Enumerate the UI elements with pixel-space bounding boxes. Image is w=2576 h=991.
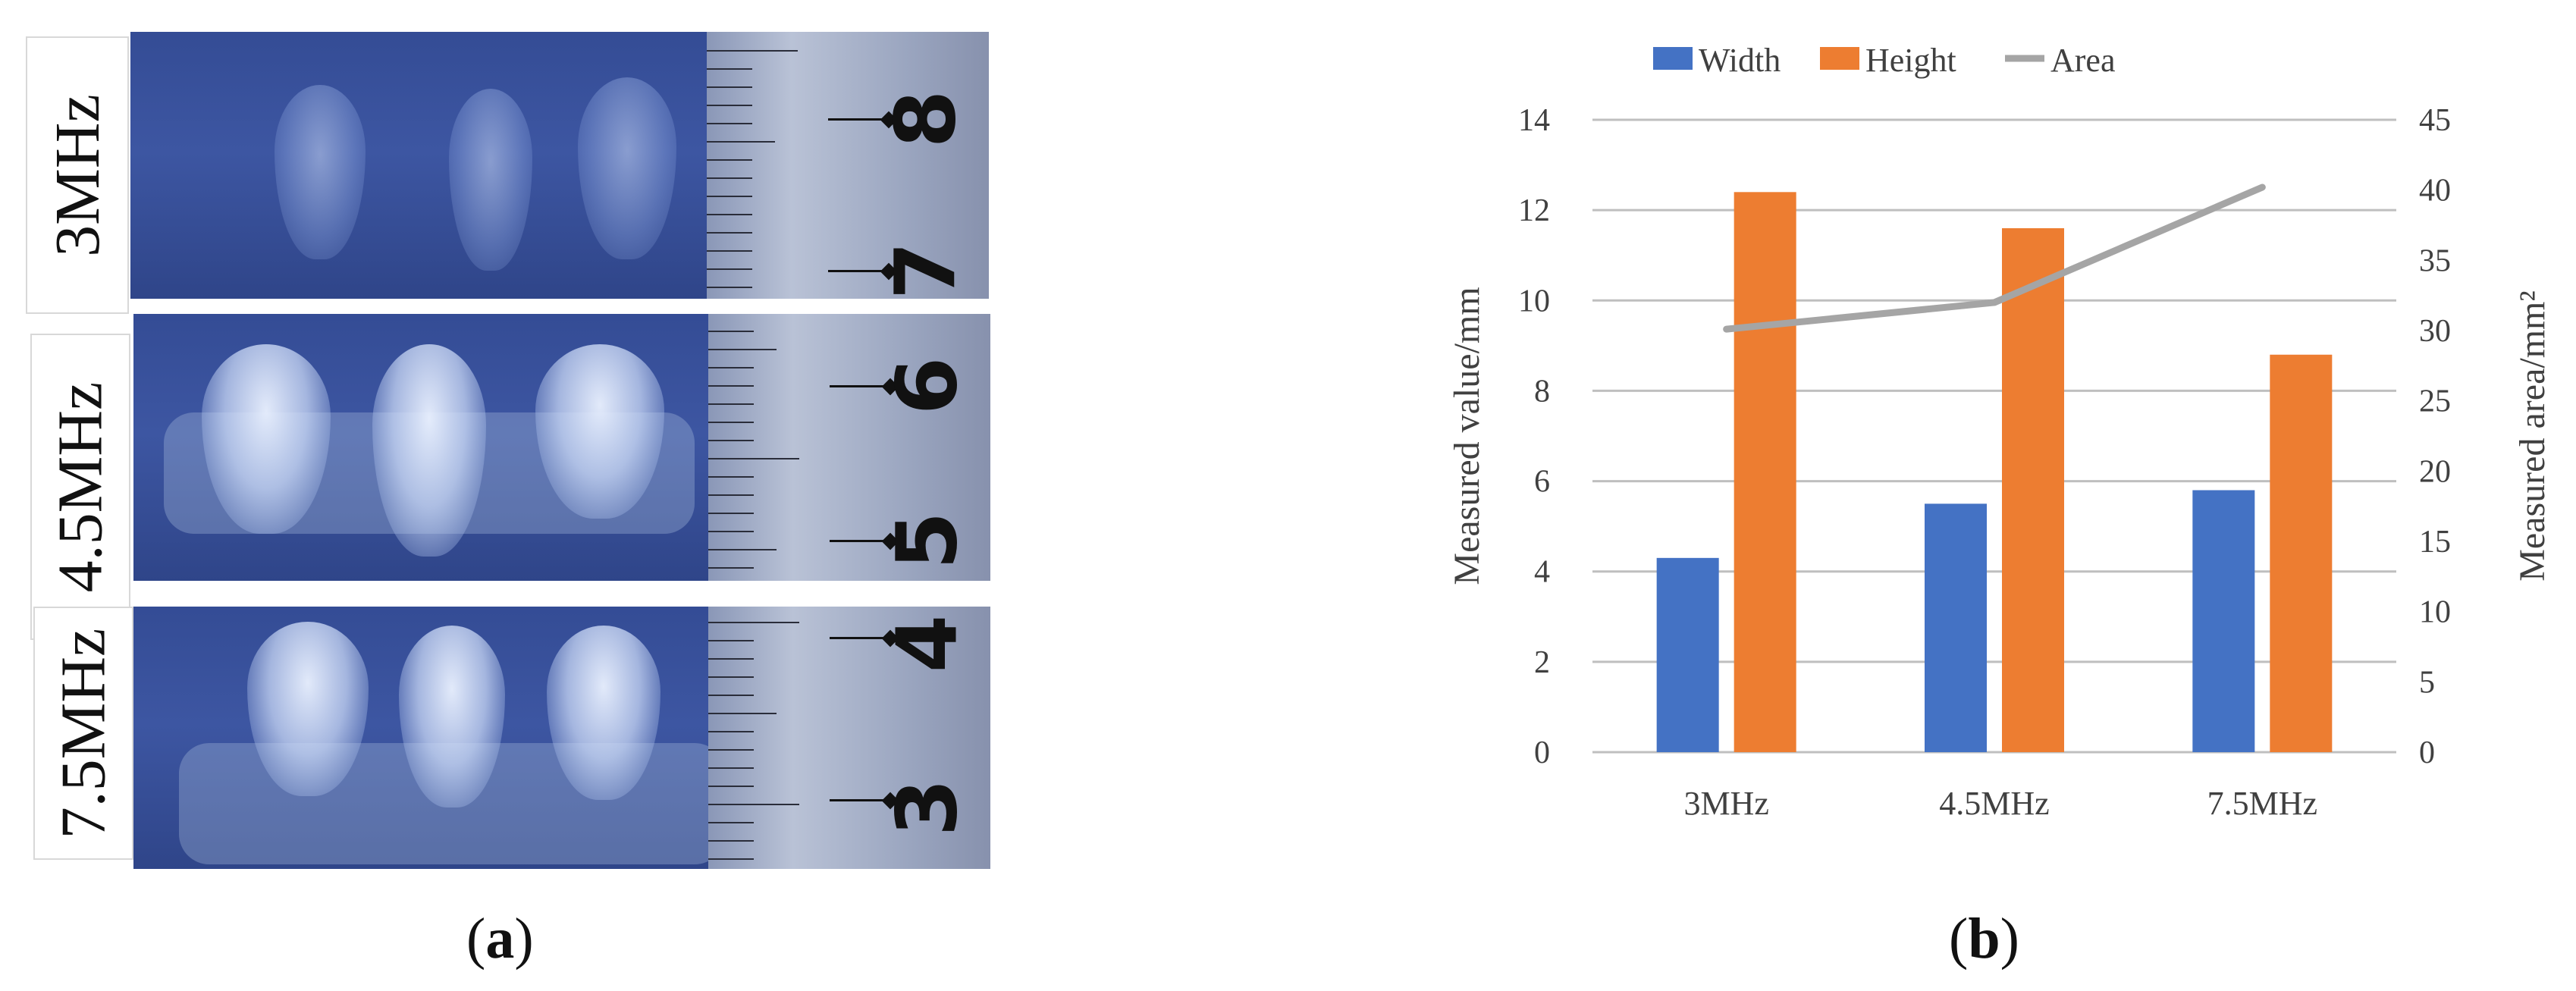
ruler-number: 3 xyxy=(878,778,976,837)
bar-height xyxy=(2002,227,2064,752)
ruler: 4 3 xyxy=(708,607,990,869)
panel-b-chart: 0 2 4 6 8 10 12 14 0 5 10 15 20 25 30 35 40 45 Measured va… xyxy=(1426,15,2576,880)
row-label-text: 3MHz xyxy=(42,93,113,257)
row-label-text: 7.5MHz xyxy=(48,628,119,839)
bar-height xyxy=(1734,192,1796,753)
subfigure-label-b: (b) xyxy=(1949,907,2019,971)
legend-label: Height xyxy=(1865,42,1956,79)
subfigure-letter: a xyxy=(485,907,515,971)
row-label-text: 4.5MHz xyxy=(45,381,116,592)
y2-tick-label: 20 xyxy=(2419,454,2451,489)
y2-tick-label: 25 xyxy=(2419,384,2451,419)
y2-tick-label: 30 xyxy=(2419,314,2451,349)
bar-width xyxy=(2192,490,2255,752)
row-label-7-5mhz: 7.5MHz xyxy=(33,607,133,860)
bar-width xyxy=(1925,503,1987,752)
y-tick-label: 2 xyxy=(1534,645,1550,680)
ruler-ticks xyxy=(708,314,799,581)
legend-label: Width xyxy=(1699,42,1781,79)
y-axis-title: Measured value/mm xyxy=(1447,287,1487,585)
gel-sample xyxy=(547,626,660,800)
gel-sample xyxy=(578,77,676,259)
bar-height xyxy=(2270,354,2333,752)
x-tick-label: 4.5MHz xyxy=(1939,785,2049,822)
gel-sample xyxy=(399,626,505,808)
gel-sample xyxy=(449,89,532,271)
gel-sample xyxy=(202,344,331,534)
y2-tick-label: 35 xyxy=(2419,243,2451,278)
photo-7-5mhz: 4 3 xyxy=(133,607,990,869)
photo-3mhz: 8 7 xyxy=(130,32,989,299)
legend-label: Area xyxy=(2050,42,2116,79)
gel-sample xyxy=(247,622,369,796)
chart-svg: 0 2 4 6 8 10 12 14 0 5 10 15 20 25 30 35 40 45 Measured va… xyxy=(1447,42,2552,822)
ruler-number: 4 xyxy=(878,614,976,673)
gel-sample xyxy=(372,344,486,557)
bar-width xyxy=(1656,557,1719,752)
ruler: 6 5 xyxy=(708,314,990,581)
ruler: 8 7 xyxy=(707,32,989,299)
x-tick-label: 7.5MHz xyxy=(2207,785,2317,822)
y-tick-label: 10 xyxy=(1518,284,1550,318)
gel-sample xyxy=(535,344,664,519)
photo-4-5mhz: 6 5 xyxy=(133,314,990,581)
ruler-ticks xyxy=(708,607,799,869)
y-tick-label: 0 xyxy=(1534,735,1550,770)
y-tick-label: 14 xyxy=(1518,103,1550,138)
row-label-4-5mhz: 4.5MHz xyxy=(30,334,130,640)
y2-tick-label: 15 xyxy=(2419,525,2451,560)
y2-tick-label: 0 xyxy=(2419,735,2435,770)
y-tick-label: 6 xyxy=(1534,465,1550,500)
line-area xyxy=(1723,183,2266,333)
ruler-number: 7 xyxy=(877,241,974,299)
y2-tick-label: 45 xyxy=(2419,103,2451,138)
y-tick-label: 8 xyxy=(1534,374,1550,409)
y2-tick-label: 10 xyxy=(2419,595,2451,630)
y-tick-label: 12 xyxy=(1518,193,1550,228)
row-label-3mhz: 3MHz xyxy=(26,36,129,314)
legend-swatch-width xyxy=(1653,47,1693,70)
ruler-number: 6 xyxy=(878,356,976,416)
ruler-number: 5 xyxy=(878,511,976,570)
panel-a-photos: 3MHz 8 7 4.5MHz xyxy=(0,0,1001,880)
legend-swatch-height xyxy=(1820,47,1859,70)
subfigure-label-a: (a) xyxy=(466,907,534,971)
y2-axis-title: Measured area/mm² xyxy=(2512,290,2552,582)
y2-tick-label: 5 xyxy=(2419,665,2435,700)
y2-tick-label: 40 xyxy=(2419,174,2451,209)
ruler-number: 8 xyxy=(877,89,974,149)
x-tick-label: 3MHz xyxy=(1683,785,1768,822)
ruler-ticks xyxy=(707,32,798,299)
y-tick-label: 4 xyxy=(1534,555,1550,590)
gel-sample xyxy=(275,85,366,259)
subfigure-letter: b xyxy=(1968,907,2000,971)
